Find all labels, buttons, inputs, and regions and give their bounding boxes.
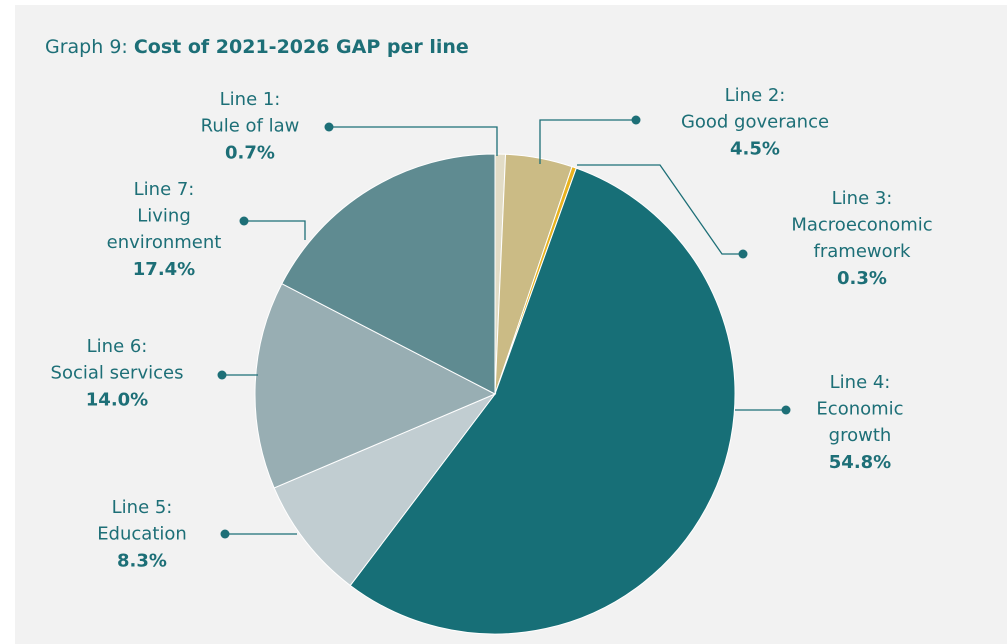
title-main: Cost of 2021-2026 GAP per line: [134, 36, 469, 58]
label-line: Line 2:: [725, 85, 786, 106]
connector-dot: [781, 405, 791, 415]
value-label: 17.4%: [133, 259, 195, 280]
slice-label: Line 7: Living environment: [107, 179, 222, 253]
label-line: Economic: [816, 399, 903, 420]
label-line: Macroeconomic: [791, 215, 932, 236]
slice-label: Line 4: Economic growth: [816, 372, 903, 446]
label-line: Line 6:: [87, 336, 148, 357]
connector-dot: [631, 115, 641, 125]
pie-slice: [349, 167, 736, 635]
label-line: Social services: [51, 363, 184, 384]
connector: [329, 126, 498, 156]
slice-label: Line 2: Good goverance: [681, 85, 829, 133]
value-label: 0.7%: [225, 143, 275, 164]
pie-slice: [281, 153, 496, 395]
connector-dot: [738, 249, 748, 259]
slice-label: Line 3: Macroeconomic framework: [791, 188, 932, 262]
label-line: environment: [107, 232, 222, 253]
connector-dot: [239, 216, 249, 226]
slice-label: Line 6: Social services: [51, 336, 184, 384]
connector: [539, 119, 636, 164]
connector-dot: [217, 370, 227, 380]
connector: [577, 164, 743, 255]
label-line: Line 3:: [832, 188, 893, 209]
label-line: Rule of law: [201, 116, 300, 137]
label-line: growth: [829, 425, 892, 446]
pie-slice: [273, 392, 497, 587]
slice-label: Line 1: Rule of law: [201, 89, 300, 137]
connector-dot: [220, 529, 230, 539]
label-line: framework: [814, 241, 912, 262]
value-label: 54.8%: [829, 452, 891, 473]
connector-dot: [324, 122, 334, 132]
label-line: Line 5:: [112, 497, 173, 518]
value-label: 8.3%: [117, 551, 167, 572]
label-line: Good goverance: [681, 112, 829, 133]
label-line: Line 1:: [220, 89, 281, 110]
chart-title: Graph 9: Cost of 2021-2026 GAP per line: [45, 36, 469, 58]
pie-slice: [254, 283, 497, 489]
value-label: 0.3%: [837, 268, 887, 289]
slice-label: Line 5: Education: [97, 497, 187, 545]
connector: [244, 220, 306, 240]
label-line: Living: [137, 206, 191, 227]
label-line: Line 4:: [830, 372, 891, 393]
label-line: Line 7:: [134, 179, 195, 200]
value-label: 4.5%: [730, 139, 780, 160]
title-label: Graph 9:: [45, 36, 128, 58]
label-line: Education: [97, 524, 187, 545]
value-label: 14.0%: [86, 390, 148, 411]
